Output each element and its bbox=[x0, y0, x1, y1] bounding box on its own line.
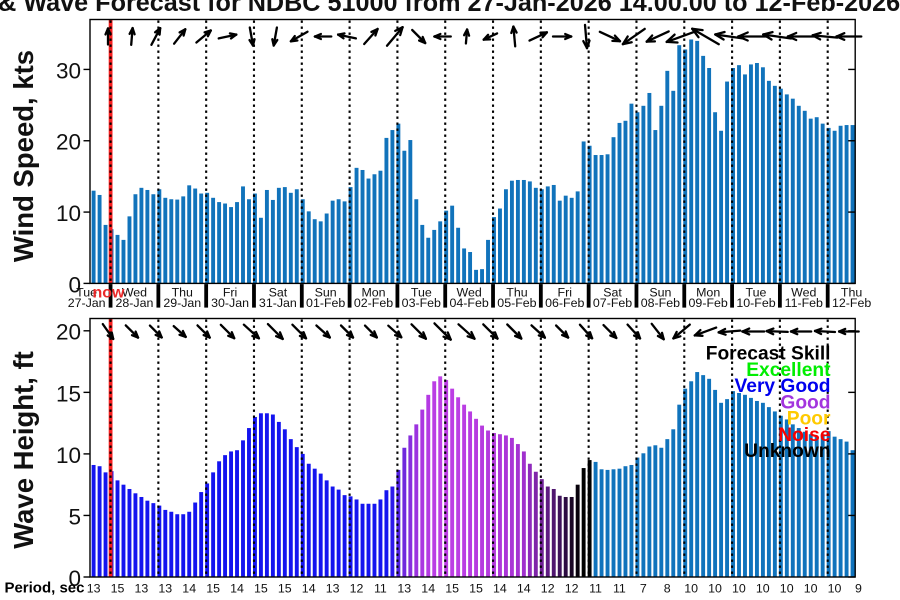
svg-text:Period, sec: Period, sec bbox=[4, 579, 84, 596]
svg-text:10: 10 bbox=[684, 581, 698, 595]
svg-text:14: 14 bbox=[517, 581, 531, 595]
svg-text:10: 10 bbox=[56, 201, 81, 226]
svg-text:Poor: Poor bbox=[787, 409, 831, 430]
svg-text:12: 12 bbox=[350, 581, 364, 595]
svg-text:0: 0 bbox=[68, 272, 81, 297]
svg-text:Thu: Thu bbox=[172, 285, 193, 299]
svg-text:13: 13 bbox=[135, 581, 149, 595]
svg-text:11-Feb: 11-Feb bbox=[785, 296, 823, 310]
svg-text:Mon: Mon bbox=[696, 285, 720, 299]
svg-text:30: 30 bbox=[56, 58, 81, 83]
svg-text:15: 15 bbox=[56, 381, 81, 406]
svg-text:14: 14 bbox=[493, 581, 507, 595]
svg-text:13: 13 bbox=[326, 581, 340, 595]
svg-text:Wed: Wed bbox=[122, 285, 147, 299]
svg-text:11: 11 bbox=[589, 581, 602, 595]
svg-text:Wed: Wed bbox=[791, 285, 816, 299]
svg-text:Wind & Wave Forecast for NDBC: Wind & Wave Forecast for NDBC 51000 from… bbox=[0, 0, 900, 17]
svg-text:06-Feb: 06-Feb bbox=[545, 296, 584, 310]
svg-text:Unknown: Unknown bbox=[744, 441, 830, 462]
svg-text:15: 15 bbox=[278, 581, 292, 595]
svg-text:Thu: Thu bbox=[506, 285, 527, 299]
svg-text:15: 15 bbox=[254, 581, 268, 595]
svg-text:Noise: Noise bbox=[778, 425, 831, 446]
svg-text:29-Jan: 29-Jan bbox=[163, 296, 201, 310]
svg-text:14: 14 bbox=[302, 581, 316, 595]
svg-text:15: 15 bbox=[111, 581, 125, 595]
svg-text:Sun: Sun bbox=[649, 285, 671, 299]
svg-text:15: 15 bbox=[445, 581, 459, 595]
svg-text:Wind Speed, kts: Wind Speed, kts bbox=[8, 50, 39, 262]
svg-text:14: 14 bbox=[182, 581, 196, 595]
svg-text:Thu: Thu bbox=[841, 285, 862, 299]
svg-text:10: 10 bbox=[732, 581, 746, 595]
svg-text:02-Feb: 02-Feb bbox=[354, 296, 393, 310]
svg-text:Wed: Wed bbox=[456, 285, 481, 299]
svg-text:Sun: Sun bbox=[315, 285, 337, 299]
svg-text:Mon: Mon bbox=[361, 285, 385, 299]
svg-text:12: 12 bbox=[541, 581, 555, 595]
svg-text:5: 5 bbox=[68, 504, 81, 529]
svg-text:10: 10 bbox=[56, 443, 81, 468]
svg-text:8: 8 bbox=[664, 581, 671, 595]
svg-text:now: now bbox=[93, 285, 126, 302]
svg-text:10: 10 bbox=[756, 581, 770, 595]
svg-text:Fri: Fri bbox=[223, 285, 237, 299]
svg-text:27-Jan: 27-Jan bbox=[68, 296, 106, 310]
svg-text:Sat: Sat bbox=[269, 285, 288, 299]
svg-text:14: 14 bbox=[421, 581, 435, 595]
svg-text:12: 12 bbox=[565, 581, 579, 595]
svg-text:Forecast Skill: Forecast Skill bbox=[706, 344, 831, 365]
svg-text:10: 10 bbox=[708, 581, 722, 595]
svg-text:03-Feb: 03-Feb bbox=[402, 296, 441, 310]
svg-text:Very Good: Very Good bbox=[735, 376, 831, 397]
svg-text:07-Feb: 07-Feb bbox=[593, 296, 632, 310]
svg-text:20: 20 bbox=[56, 320, 81, 345]
svg-text:04-Feb: 04-Feb bbox=[449, 296, 488, 310]
svg-text:11: 11 bbox=[374, 581, 387, 595]
svg-text:Sat: Sat bbox=[603, 285, 622, 299]
svg-text:10-Feb: 10-Feb bbox=[736, 296, 775, 310]
svg-text:28-Jan: 28-Jan bbox=[116, 296, 154, 310]
svg-text:Wave Height, ft: Wave Height, ft bbox=[8, 351, 39, 549]
svg-text:15: 15 bbox=[469, 581, 483, 595]
svg-text:13: 13 bbox=[87, 581, 101, 595]
svg-text:30-Jan: 30-Jan bbox=[211, 296, 249, 310]
svg-text:05-Feb: 05-Feb bbox=[497, 296, 536, 310]
svg-text:0: 0 bbox=[68, 566, 81, 591]
svg-text:10: 10 bbox=[780, 581, 794, 595]
svg-text:14: 14 bbox=[230, 581, 244, 595]
svg-text:7: 7 bbox=[640, 581, 647, 595]
svg-text:Excellent: Excellent bbox=[746, 360, 831, 381]
svg-text:10: 10 bbox=[804, 581, 818, 595]
svg-text:08-Feb: 08-Feb bbox=[641, 296, 680, 310]
svg-text:20: 20 bbox=[56, 130, 81, 155]
svg-text:09-Feb: 09-Feb bbox=[689, 296, 728, 310]
svg-text:11: 11 bbox=[613, 581, 626, 595]
svg-text:Tue: Tue bbox=[746, 285, 767, 299]
svg-text:01-Feb: 01-Feb bbox=[306, 296, 345, 310]
svg-text:13: 13 bbox=[158, 581, 172, 595]
svg-text:9: 9 bbox=[855, 581, 862, 595]
svg-text:13: 13 bbox=[397, 581, 411, 595]
svg-text:31-Jan: 31-Jan bbox=[259, 296, 297, 310]
svg-text:Tue: Tue bbox=[76, 285, 97, 299]
svg-text:15: 15 bbox=[206, 581, 220, 595]
svg-text:12-Feb: 12-Feb bbox=[832, 296, 871, 310]
svg-text:Good: Good bbox=[780, 392, 830, 413]
svg-text:Tue: Tue bbox=[411, 285, 432, 299]
svg-text:Fri: Fri bbox=[558, 285, 572, 299]
svg-text:10: 10 bbox=[828, 581, 842, 595]
